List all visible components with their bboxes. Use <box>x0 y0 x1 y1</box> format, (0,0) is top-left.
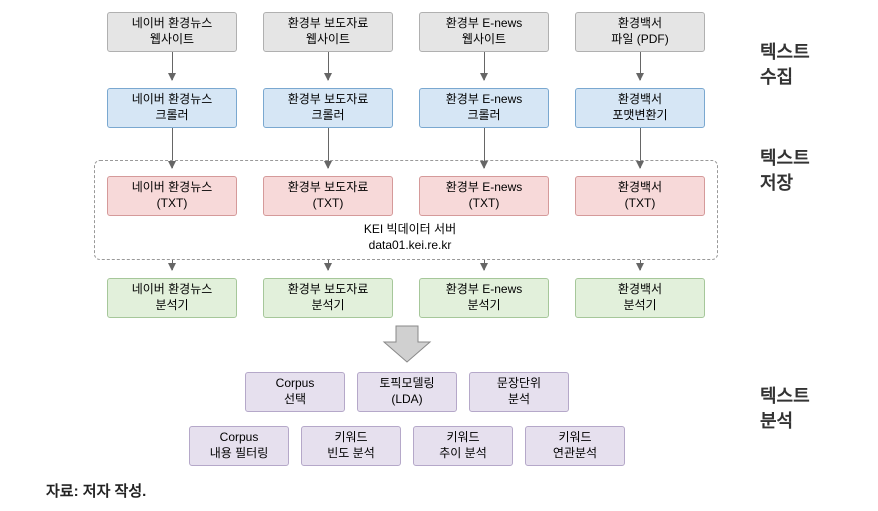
big-arrow-icon <box>382 324 432 364</box>
storage-box-0: 네이버 환경뉴스 (TXT) <box>107 176 237 216</box>
analyzer-line1: 환경부 보도자료 <box>288 282 369 298</box>
source-line2: 웹사이트 <box>306 32 350 48</box>
source-note: 자료: 저자 작성. <box>46 480 146 501</box>
arrow-down <box>172 260 173 270</box>
crawler-line2: 크롤러 <box>311 108 344 124</box>
crawler-box-0: 네이버 환경뉴스 크롤러 <box>107 88 237 128</box>
source-box-0: 네이버 환경뉴스 웹사이트 <box>107 12 237 52</box>
analysis-box-corpus-select: Corpus 선택 <box>245 372 345 412</box>
source-line2: 웹사이트 <box>462 32 506 48</box>
analyzer-line2: 분석기 <box>155 298 188 314</box>
crawler-box-3: 환경백서 포맷변환기 <box>575 88 705 128</box>
storage-line1: 환경백서 <box>618 180 662 196</box>
arrow-down <box>640 52 641 80</box>
analysis-line2: (LDA) <box>391 392 422 408</box>
analysis-box-corpus-filter: Corpus 내용 필터링 <box>189 426 289 466</box>
analysis-line2: 선택 <box>284 392 306 408</box>
stage-line1: 텍스트 <box>760 146 810 171</box>
crawler-box-2: 환경부 E-news 크롤러 <box>419 88 549 128</box>
source-line2: 파일 (PDF) <box>611 32 668 48</box>
crawler-box-1: 환경부 보도자료 크롤러 <box>263 88 393 128</box>
arrow-down <box>328 260 329 270</box>
analyzer-line2: 분석기 <box>467 298 500 314</box>
arrow-down <box>484 52 485 80</box>
arrow-down <box>328 52 329 80</box>
analysis-box-lda: 토픽모델링 (LDA) <box>357 372 457 412</box>
arrow-down <box>172 52 173 80</box>
storage-line2: (TXT) <box>157 196 188 212</box>
analysis-line2: 내용 필터링 <box>210 446 269 462</box>
server-label: KEI 빅데이터 서버 data01.kei.re.kr <box>330 222 490 253</box>
analysis-line2: 추이 분석 <box>439 446 487 462</box>
analyzer-box-3: 환경백서 분석기 <box>575 278 705 318</box>
stage-line2: 저장 <box>760 171 810 196</box>
analysis-box-keyword-assoc: 키워드 연관분석 <box>525 426 625 466</box>
analysis-line1: 키워드 <box>558 430 591 446</box>
stage-line2: 수집 <box>760 65 810 90</box>
stage-line1: 텍스트 <box>760 384 810 409</box>
source-box-2: 환경부 E-news 웹사이트 <box>419 12 549 52</box>
source-line1: 네이버 환경뉴스 <box>132 16 213 32</box>
analyzer-line1: 환경부 E-news <box>446 282 522 298</box>
crawler-line1: 환경백서 <box>618 92 662 108</box>
analysis-line1: Corpus <box>220 430 259 446</box>
stage-label-store: 텍스트 저장 <box>760 146 810 196</box>
crawler-line2: 크롤러 <box>467 108 500 124</box>
analyzer-box-0: 네이버 환경뉴스 분석기 <box>107 278 237 318</box>
crawler-line1: 환경부 E-news <box>446 92 522 108</box>
source-line1: 환경부 E-news <box>446 16 522 32</box>
source-line1: 환경백서 <box>618 16 662 32</box>
analysis-box-keyword-trend: 키워드 추이 분석 <box>413 426 513 466</box>
stage-label-analyze: 텍스트 분석 <box>760 384 810 434</box>
source-box-3: 환경백서 파일 (PDF) <box>575 12 705 52</box>
storage-line2: (TXT) <box>313 196 344 212</box>
storage-box-2: 환경부 E-news (TXT) <box>419 176 549 216</box>
arrow-down <box>484 260 485 270</box>
storage-line1: 네이버 환경뉴스 <box>132 180 213 196</box>
storage-line1: 환경부 보도자료 <box>288 180 369 196</box>
arrow-down <box>640 260 641 270</box>
crawler-line2: 크롤러 <box>155 108 188 124</box>
storage-line1: 환경부 E-news <box>446 180 522 196</box>
analysis-line1: 키워드 <box>334 430 367 446</box>
server-line2: data01.kei.re.kr <box>330 238 490 254</box>
source-line2: 웹사이트 <box>150 32 194 48</box>
analysis-line2: 연관분석 <box>553 446 597 462</box>
analyzer-line2: 분석기 <box>623 298 656 314</box>
analyzer-box-2: 환경부 E-news 분석기 <box>419 278 549 318</box>
crawler-line1: 네이버 환경뉴스 <box>132 92 213 108</box>
analysis-line2: 빈도 분석 <box>327 446 375 462</box>
source-line1: 환경부 보도자료 <box>288 16 369 32</box>
analysis-line1: Corpus <box>276 376 315 392</box>
server-line1: KEI 빅데이터 서버 <box>330 222 490 238</box>
storage-box-3: 환경백서 (TXT) <box>575 176 705 216</box>
analysis-line1: 문장단위 <box>497 376 541 392</box>
crawler-line1: 환경부 보도자료 <box>288 92 369 108</box>
stage-line1: 텍스트 <box>760 40 810 65</box>
storage-line2: (TXT) <box>469 196 500 212</box>
crawler-line2: 포맷변환기 <box>612 108 667 124</box>
analyzer-line2: 분석기 <box>311 298 344 314</box>
analysis-box-sentence: 문장단위 분석 <box>469 372 569 412</box>
stage-line2: 분석 <box>760 409 810 434</box>
analysis-box-keyword-freq: 키워드 빈도 분석 <box>301 426 401 466</box>
analysis-line2: 분석 <box>508 392 530 408</box>
stage-label-collect: 텍스트 수집 <box>760 40 810 90</box>
analysis-line1: 키워드 <box>446 430 479 446</box>
analyzer-box-1: 환경부 보도자료 분석기 <box>263 278 393 318</box>
analysis-line1: 토픽모델링 <box>379 376 434 392</box>
storage-line2: (TXT) <box>625 196 656 212</box>
analyzer-line1: 네이버 환경뉴스 <box>132 282 213 298</box>
analyzer-line1: 환경백서 <box>618 282 662 298</box>
storage-box-1: 환경부 보도자료 (TXT) <box>263 176 393 216</box>
source-box-1: 환경부 보도자료 웹사이트 <box>263 12 393 52</box>
